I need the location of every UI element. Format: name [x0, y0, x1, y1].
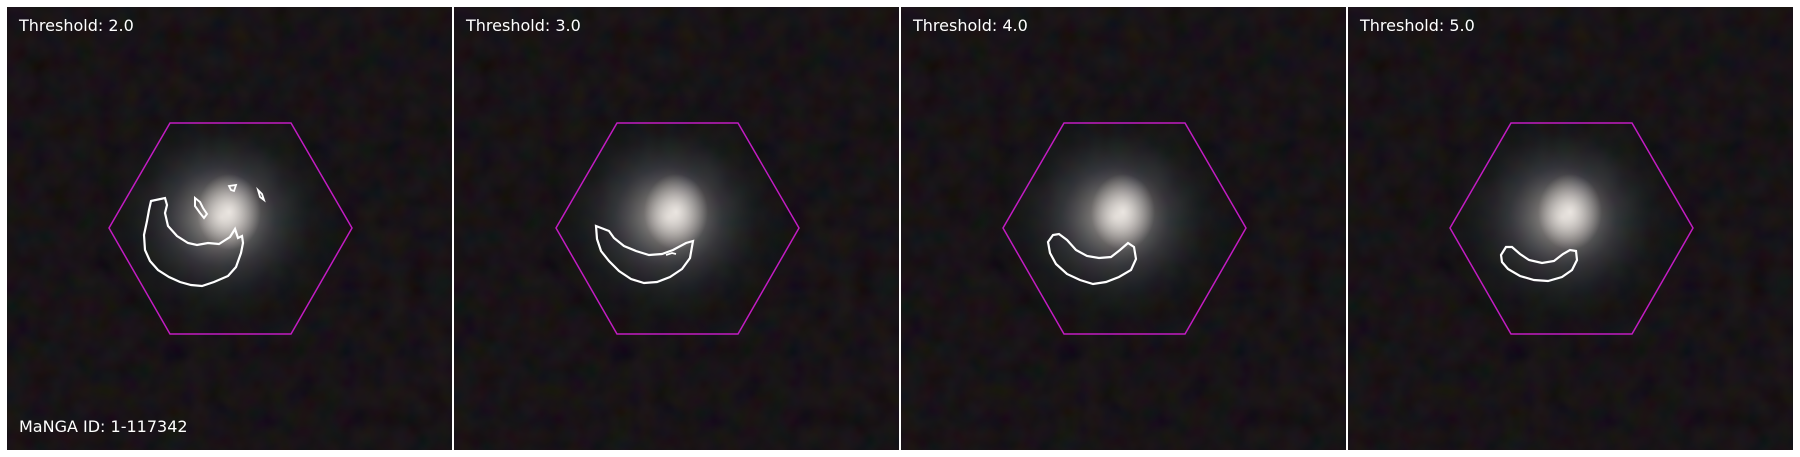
galaxy-image: [901, 7, 1346, 450]
threshold-label: Threshold: 4.0: [913, 16, 1028, 35]
contour-blob-2: [227, 183, 238, 193]
ifu-hexagon: [1002, 122, 1247, 335]
contour-spur: [665, 252, 677, 256]
ifu-hexagon: [108, 122, 353, 335]
contour-blob-1: [194, 195, 209, 220]
manga-id-label: MaNGA ID: 1-117342: [19, 417, 188, 436]
image-panel-threshold-3: Threshold: 3.0: [454, 7, 899, 450]
galaxy-image: [7, 7, 452, 450]
contour-main: [142, 196, 245, 288]
ifu-hexagon: [555, 122, 800, 335]
contour-main: [1046, 232, 1138, 286]
threshold-label: Threshold: 5.0: [1360, 16, 1475, 35]
image-panel-threshold-5: Threshold: 5.0: [1348, 7, 1793, 450]
contour-main: [1499, 245, 1579, 283]
galaxy-image: [454, 7, 899, 450]
contour-main: [594, 224, 695, 285]
image-panel-threshold-2: Threshold: 2.0 MaNGA ID: 1-117342: [7, 7, 452, 450]
contour-blob-3: [256, 186, 266, 203]
threshold-label: Threshold: 3.0: [466, 16, 581, 35]
image-panel-threshold-4: Threshold: 4.0: [901, 7, 1346, 450]
ifu-hexagon: [1449, 122, 1694, 335]
galaxy-image: [1348, 7, 1793, 450]
threshold-label: Threshold: 2.0: [19, 16, 134, 35]
